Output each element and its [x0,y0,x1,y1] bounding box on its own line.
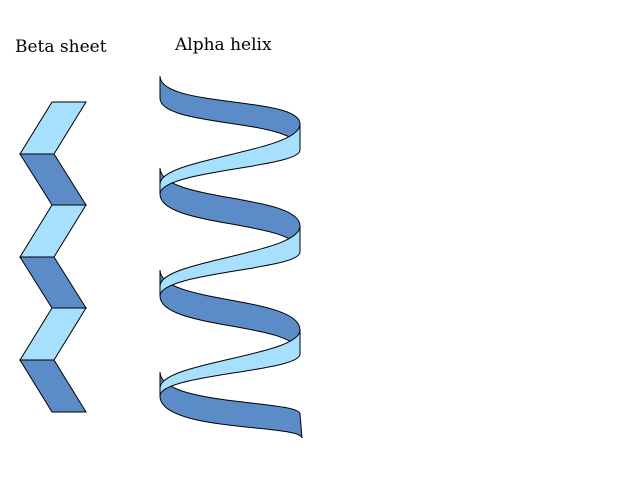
beta-sheet [19,101,87,413]
helix-turn-dark-3 [159,269,301,355]
helix-turn-light-1 [159,123,301,195]
alpha-helix [159,75,303,439]
helix-turn-light-2 [159,225,301,297]
beta-segment-4 [19,256,87,309]
helix-turn-dark-2 [159,167,301,253]
beta-segment-6 [19,359,87,413]
beta-segment-3 [19,204,87,258]
helix-turn-light-3 [159,329,301,397]
helix-turn-dark-4 [159,371,303,439]
helix-turn-dark-1 [159,75,301,151]
beta-segment-1 [19,101,87,155]
alpha-helix-label: Alpha helix [175,35,272,55]
beta-sheet-label: Beta sheet [15,37,107,57]
beta-segment-2 [19,153,87,206]
beta-segment-5 [19,307,87,361]
